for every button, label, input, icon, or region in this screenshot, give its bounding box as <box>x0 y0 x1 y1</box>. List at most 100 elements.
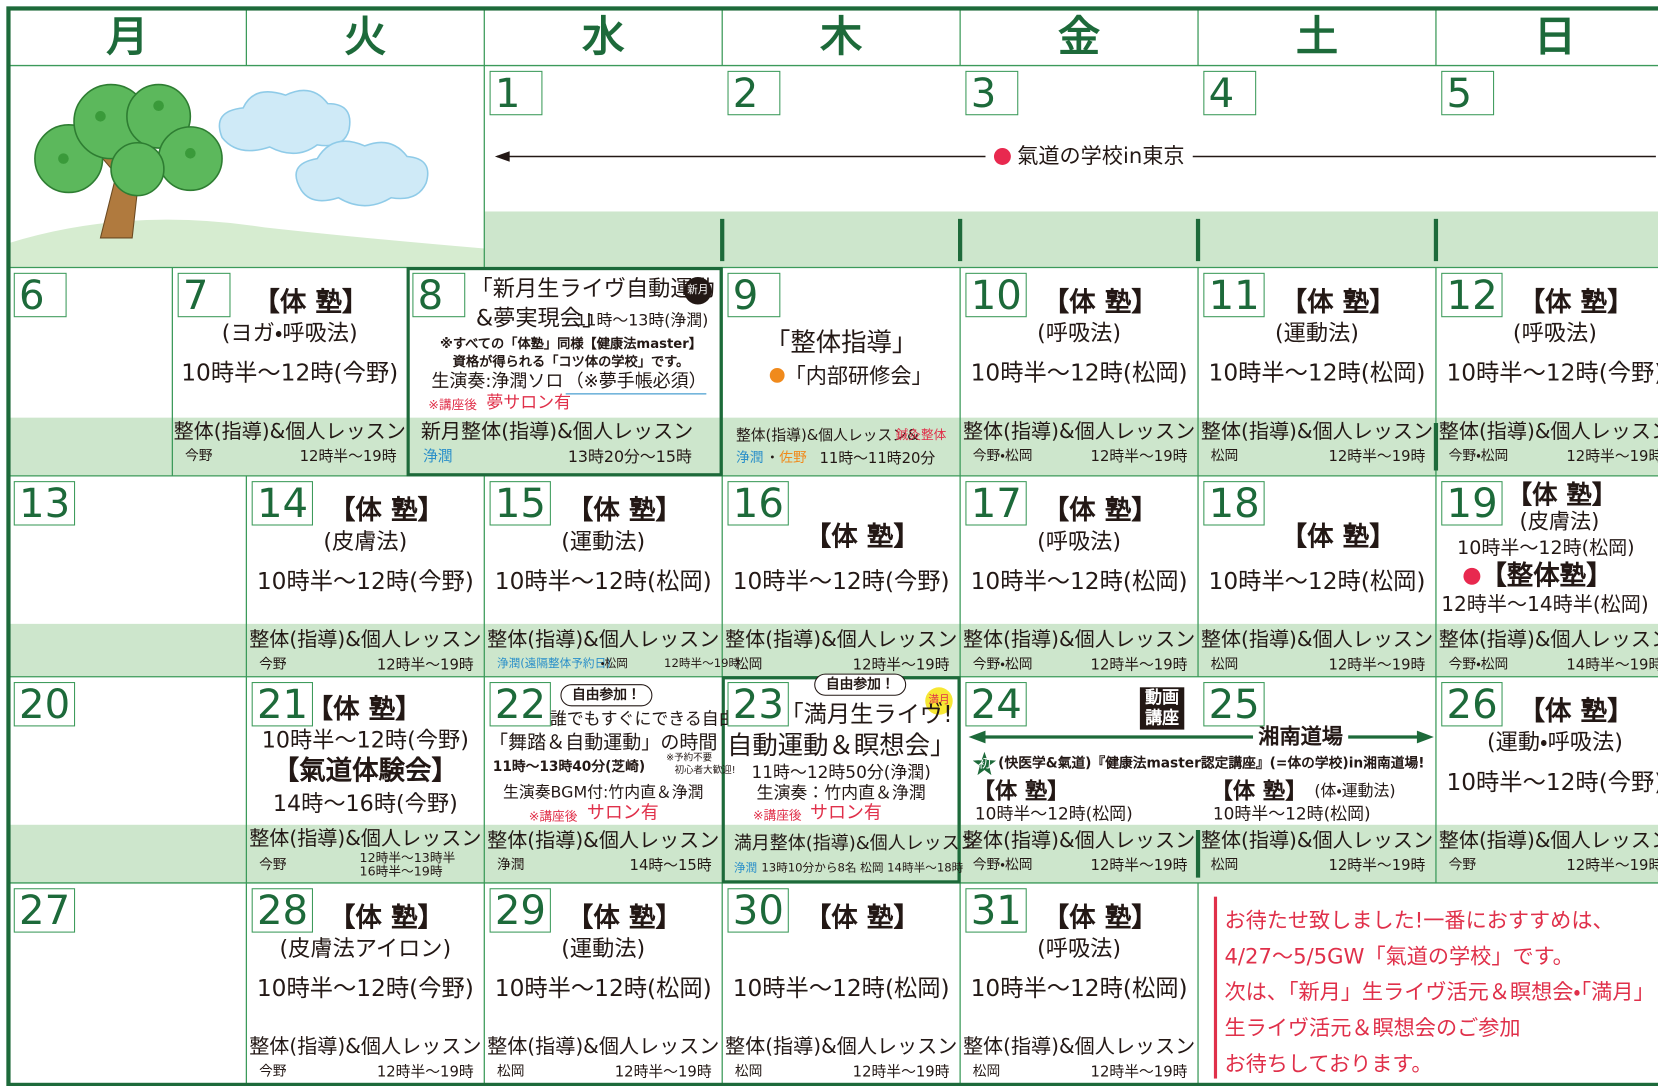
lesson-time: 14時半〜19時 <box>1566 656 1658 674</box>
date-number: 21 <box>251 682 314 727</box>
cell-line: 【体 塾】 <box>329 494 444 526</box>
lesson-teacher: 今野・松岡 <box>1448 656 1509 673</box>
cell-line: 10時半〜12時(今野) <box>256 568 474 596</box>
circle <box>110 141 165 197</box>
lesson-teacher: 松岡 <box>1210 857 1239 874</box>
text: 「満月生ライヴ! <box>780 702 953 729</box>
text: 今野 <box>259 857 287 874</box>
cell-line: 10時半〜12時(松岡) <box>970 975 1188 1003</box>
cell-line: 10時半〜12時(松岡) <box>494 975 712 1003</box>
text: 11時〜13時40分(芝崎) <box>492 759 646 776</box>
text: 水 <box>582 12 625 62</box>
text: 【体 塾】 <box>972 778 1070 804</box>
lesson-time: 12時半〜19時 <box>1090 1063 1188 1081</box>
lesson-title: 整体(指導)&個人レッスン <box>1200 829 1434 853</box>
cell-line: (皮膚法アイロン) <box>279 935 452 962</box>
lesson-time: 12時半〜19時 <box>852 1063 950 1081</box>
text: 11時〜11時20分 <box>819 450 936 468</box>
cell: 8 <box>407 268 722 476</box>
cell-line: 10時半〜12時(松岡) <box>1208 568 1426 596</box>
text: ※講座後 <box>528 808 578 824</box>
cell: 28 【体 塾】 (皮膚法アイロン) 10時半〜12時(今野) 整体(指導)&個人レッス… <box>246 883 484 1086</box>
text: 初心者大歓迎! <box>674 765 736 777</box>
rect <box>406 266 723 477</box>
text: 満月整体(指導)&個人レッスン <box>733 833 978 855</box>
date-number: 27 <box>13 888 76 933</box>
cell: 25 整体(指導)&個人レッスン 松岡 12時半〜19時 <box>1198 677 1436 883</box>
text: 整体(指導)&個人レッスン <box>487 628 720 652</box>
cell-line: 【体 塾】 <box>329 901 444 933</box>
rect <box>1213 896 1218 1079</box>
text: 4/27〜5/5GW「氣道の学校」です。 <box>1224 943 1574 969</box>
lesson-teacher: 松岡 <box>734 1063 763 1080</box>
cell-line: 10時半〜12時(松岡) <box>732 975 950 1003</box>
date-number: 26 <box>1441 682 1503 727</box>
cell-line: (皮膚法) <box>323 528 408 555</box>
text: ※予約不要 <box>666 752 713 764</box>
lesson-time: 12時半〜19時 <box>1566 448 1658 466</box>
cell: 10 【体 塾】 (呼吸法) 10時半〜12時(松岡) 整体(指導)&個人レッスン 今野・… <box>960 268 1198 476</box>
text: サロン有 <box>586 802 659 824</box>
text: 自由参加！ <box>814 673 907 696</box>
text: 火 <box>344 12 387 62</box>
cell-line: (ヨガ・呼吸法) <box>221 320 358 346</box>
text: 13時10分から8名 松岡 14時半〜18時 <box>761 860 964 875</box>
cell-line: 【体 塾】 <box>1280 286 1396 318</box>
date-number: 24 <box>965 682 1028 727</box>
lesson-title: 整体(指導)&個人レッスン <box>1438 419 1658 444</box>
lesson-teacher: 今野・松岡 <box>972 857 1033 874</box>
text: ・ <box>765 450 780 467</box>
text: 氣道の学校in東京 <box>1017 142 1185 169</box>
rect <box>8 623 1658 677</box>
g <box>58 100 196 164</box>
date-number: 18 <box>1203 481 1266 526</box>
cell-line: 【体 塾】 <box>1518 286 1634 318</box>
text: 12時半〜13時半 <box>359 850 456 865</box>
lesson-time: 12時半〜19時 <box>376 1063 474 1081</box>
circle <box>153 100 164 112</box>
cell: 16 【体 塾】 10時半〜12時(今野) 整体(指導)&個人レッスン 松岡 12時半〜1… <box>722 476 960 677</box>
date-number: 25 <box>1203 682 1266 727</box>
cell: 21 <box>246 677 484 883</box>
text: ※講座後 <box>752 807 802 823</box>
text: 浄潤(遠隔整体予約日) <box>496 656 611 671</box>
lesson-time: 12時半〜19時 <box>1090 857 1188 875</box>
text: 3 <box>965 70 1019 116</box>
lesson-title: 整体(指導)&個人レッスン <box>962 1035 1196 1059</box>
text: 11時〜13時(浄潤) <box>576 310 709 330</box>
cell-line: 【体 塾】 <box>253 286 369 318</box>
lesson-teacher: 松岡 <box>972 1063 1001 1080</box>
lesson-title: 整体(指導)&個人レッスン <box>173 419 406 444</box>
lesson-title: 整体(指導)&個人レッスン <box>725 628 958 652</box>
text: サロン有 <box>809 802 882 824</box>
cell-line: 【体 塾】 <box>566 901 682 933</box>
lesson-time: 12時半〜19時 <box>376 656 474 674</box>
rect <box>6 6 1658 1086</box>
text: 4 <box>1203 70 1257 116</box>
lesson-title: 整体(指導)&個人レッスン <box>487 1035 720 1059</box>
cell: 31 【体 塾】 (呼吸法) 10時半〜12時(松岡) 整体(指導)&個人レッスン 松岡 1… <box>960 883 1198 1086</box>
lesson-teacher: 今野・松岡 <box>972 448 1033 465</box>
text: 10時半〜12時(松岡) <box>974 803 1133 824</box>
date-number: 10 <box>965 272 1028 318</box>
cell-line: 10時半〜12時(松岡) <box>1208 360 1426 388</box>
text: 「新月生ライヴ自動運動 <box>470 275 715 302</box>
cell: 14 【体 塾】 (皮膚法) 10時半〜12時(今野) 整体(指導)&個人レッスン 今野 1… <box>246 476 484 677</box>
text: 生ライヴ活元＆瞑想会のご参加 <box>1224 1015 1521 1041</box>
date-number: 9 <box>727 272 781 318</box>
text: ※講座後 <box>428 397 477 413</box>
lesson-time: 12時半〜19時 <box>1566 857 1658 875</box>
cell: 18 【体 塾】 10時半〜12時(松岡) 整体(指導)&個人レッスン 松岡 12時半〜1… <box>1198 476 1436 677</box>
text: お待ちしております。 <box>1224 1051 1433 1077</box>
lesson-teacher: 松岡 <box>1210 448 1239 465</box>
banner-wrap: 氣道の学校in東京 <box>985 142 1193 169</box>
text: 講座 <box>1145 707 1180 728</box>
lesson-teacher: 浄潤 <box>496 857 525 874</box>
text: 1 <box>489 70 543 116</box>
date-number: 17 <box>965 481 1028 526</box>
cell: 19 整体(指導)&個人レッスン 今野・松岡 14時半〜19時 <box>1436 476 1658 677</box>
text: 12時半〜14時半(松岡) <box>1441 593 1649 617</box>
dot <box>769 367 785 383</box>
